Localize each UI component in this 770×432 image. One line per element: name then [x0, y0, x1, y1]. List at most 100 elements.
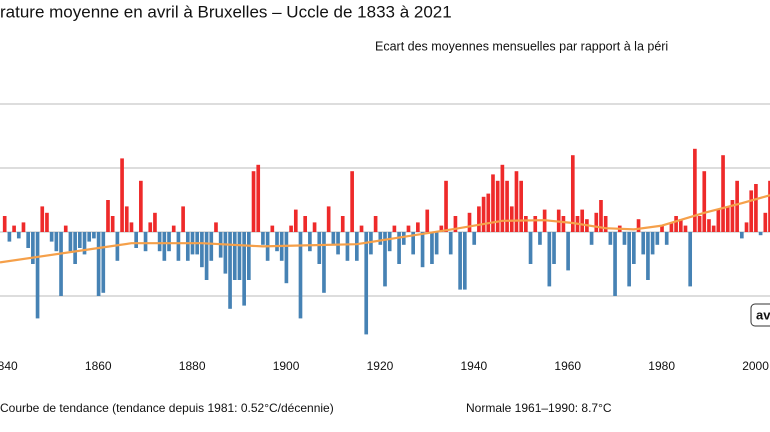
normal-note: Normale 1961–1990: 8.7°C	[466, 401, 612, 415]
bar	[702, 171, 707, 232]
bar	[514, 171, 519, 232]
bar	[613, 232, 617, 296]
bar	[214, 222, 218, 232]
bar	[721, 155, 725, 232]
bar	[54, 232, 59, 252]
x-tick-label: 840	[0, 359, 18, 373]
bar	[176, 232, 181, 261]
bar	[369, 232, 373, 255]
bar	[354, 232, 359, 261]
bar	[599, 200, 603, 232]
bar	[101, 232, 106, 293]
bar	[45, 212, 49, 232]
x-tick-label: 1980	[648, 359, 675, 373]
bar	[589, 232, 594, 245]
bar	[209, 232, 214, 261]
x-tick-label: 1960	[554, 359, 581, 373]
bar	[688, 232, 693, 287]
bar	[758, 232, 763, 236]
bar	[768, 180, 770, 232]
bar	[397, 232, 401, 264]
bar	[477, 206, 481, 232]
bar	[730, 200, 735, 232]
bar	[401, 232, 406, 245]
annotation: av	[756, 307, 770, 322]
bar	[707, 219, 711, 232]
bar	[519, 180, 523, 232]
bar	[200, 232, 204, 268]
x-tick-label: 1940	[461, 359, 488, 373]
bar	[580, 209, 585, 232]
bar	[378, 232, 383, 245]
bar	[275, 232, 279, 252]
bar	[608, 232, 613, 245]
bar	[157, 232, 162, 252]
bar	[162, 232, 167, 261]
bar	[655, 232, 660, 245]
bar	[340, 216, 345, 232]
bar	[359, 225, 364, 232]
bar	[303, 216, 308, 232]
bar	[570, 155, 575, 232]
bar	[87, 232, 92, 242]
bar	[49, 232, 54, 242]
bar	[124, 206, 129, 232]
bar	[270, 225, 275, 232]
x-tick-label: 1900	[273, 359, 300, 373]
x-tick-label: 2000	[742, 359, 769, 373]
bar	[754, 184, 758, 232]
bar	[627, 232, 631, 287]
bar	[650, 232, 655, 255]
bar	[35, 232, 40, 319]
bar	[383, 232, 387, 287]
bar	[120, 158, 124, 232]
bar	[683, 225, 688, 232]
bar	[308, 232, 312, 252]
bar	[669, 222, 674, 232]
bar	[425, 209, 430, 232]
bar	[73, 232, 77, 264]
chart-title: rature moyenne en avril à Bruxelles – Uc…	[0, 2, 452, 21]
chart-subtitle: Ecart des moyennes mensuelles par rappor…	[375, 39, 668, 53]
bar	[697, 216, 702, 232]
bar	[716, 209, 721, 232]
bar	[500, 164, 505, 232]
bar	[261, 232, 265, 245]
bar	[59, 232, 63, 296]
bar	[242, 232, 246, 306]
bar	[636, 219, 641, 232]
bar	[453, 216, 458, 232]
bar	[711, 225, 716, 232]
bar	[533, 216, 538, 232]
bar	[96, 232, 101, 296]
bar	[467, 212, 472, 232]
bar	[439, 225, 444, 232]
x-tick-label: 1860	[85, 359, 112, 373]
bar	[434, 232, 439, 255]
bar	[373, 216, 378, 232]
bar	[77, 232, 82, 248]
bar	[472, 232, 477, 245]
bar	[110, 216, 115, 232]
bar	[82, 232, 87, 255]
bar	[139, 180, 143, 232]
bar	[289, 225, 293, 232]
bar	[68, 232, 73, 252]
bar	[448, 232, 453, 255]
bar	[524, 216, 528, 232]
bar	[293, 209, 298, 232]
bar	[538, 232, 542, 245]
annotation-box	[750, 303, 770, 327]
bar	[2, 216, 7, 232]
bar	[298, 232, 303, 319]
bar	[106, 200, 110, 232]
bar	[331, 232, 336, 245]
bar	[232, 232, 237, 280]
bar	[148, 222, 153, 232]
bar	[416, 222, 420, 232]
bar	[21, 222, 26, 232]
bar	[12, 225, 16, 232]
bar	[336, 232, 340, 255]
trend-line	[0, 194, 770, 264]
